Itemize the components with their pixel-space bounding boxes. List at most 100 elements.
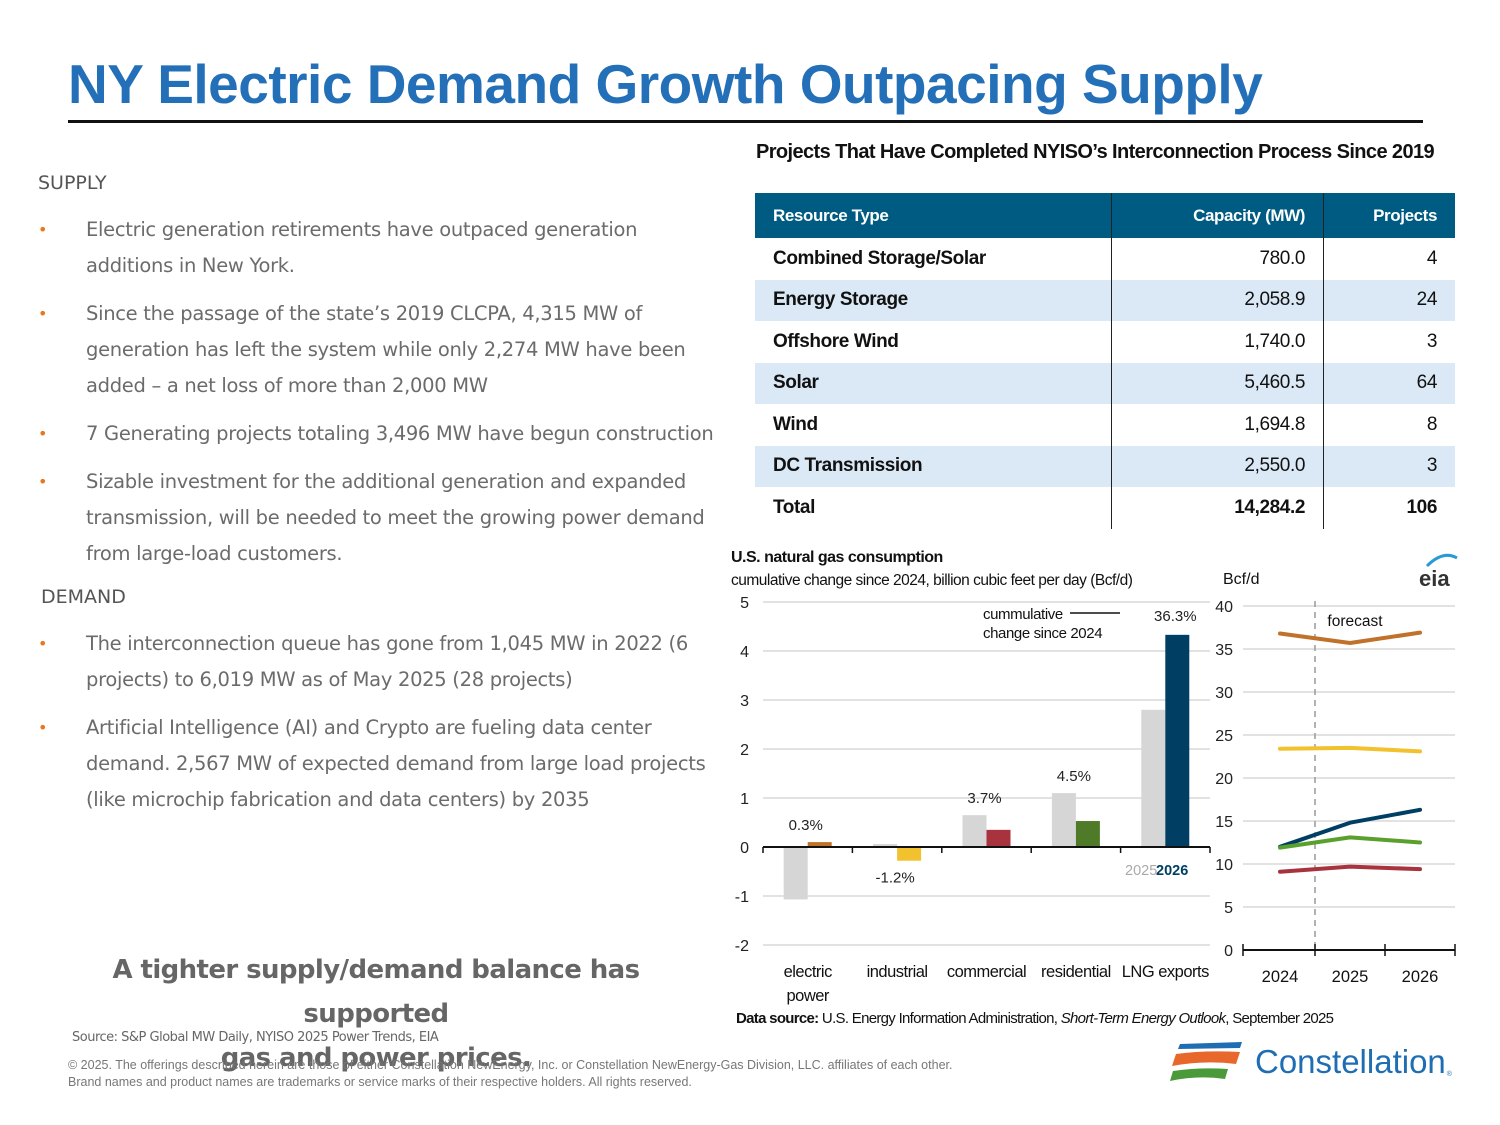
source-note: Source: S&P Global MW Daily, NYISO 2025 …	[72, 1030, 439, 1045]
gas-consumption-line-chart: Bcf/d 40 35 30 25 20 15 10 5 0 forecast 2024 2025 202…	[1215, 553, 1458, 986]
cell-projects: 3	[1323, 445, 1455, 487]
data-label: 0.3%	[789, 817, 823, 834]
cell-resource-type: DC Transmission	[755, 445, 1112, 487]
bar-2026-residential	[1075, 821, 1100, 847]
cell-capacity: 780.0	[1111, 238, 1324, 280]
y-tick-label: 20	[1215, 771, 1233, 788]
y-tick-label: 40	[1215, 599, 1233, 616]
text-panel: SUPPLY • Electric generation retirements …	[38, 172, 718, 830]
table-total-row: Total 14,284.2 106	[755, 487, 1455, 529]
data-source-note: Data source: U.S. Energy Information Adm…	[736, 1010, 1334, 1027]
copyright-line-2: Brand names and product names are tradem…	[68, 1075, 692, 1089]
bullet-text: Artificial Intelligence (AI) and Crypto …	[86, 716, 706, 811]
line-electric-power	[1278, 630, 1422, 645]
column-header-resource-type: Resource Type	[755, 193, 1112, 238]
bullet-text: Electric generation retirements have out…	[86, 218, 638, 277]
projects-table: Resource Type Capacity (MW) Projects Com…	[755, 193, 1455, 529]
bar-2025-electric-power	[783, 847, 808, 900]
y-tick-label: 0	[740, 840, 749, 857]
data-source-label: Data source:	[736, 1010, 819, 1027]
bullet-icon: •	[38, 634, 48, 653]
bullet-icon: •	[38, 718, 48, 737]
cell-projects: 3	[1323, 321, 1455, 363]
cell-capacity: 2,058.9	[1111, 279, 1324, 321]
line-industrial	[1278, 745, 1422, 754]
y-tick-label: -1	[735, 889, 749, 906]
supply-heading: SUPPLY	[38, 172, 107, 194]
cell-projects: 106	[1323, 487, 1455, 529]
table-header-row: Resource Type Capacity (MW) Projects	[755, 193, 1455, 238]
y-tick-label: 30	[1215, 685, 1233, 702]
cell-capacity: 5,460.5	[1111, 362, 1324, 404]
cell-capacity: 2,550.0	[1111, 445, 1324, 487]
bullet-item: • The interconnection queue has gone from…	[38, 626, 718, 698]
x-tick-label: electric	[784, 963, 833, 981]
y-tick-label: 25	[1215, 728, 1233, 745]
data-label: 36.3%	[1154, 608, 1197, 625]
gas-consumption-bar-chart: U.S. natural gas consumption cumulative c…	[731, 549, 1211, 1005]
bar-2026-industrial	[897, 847, 922, 861]
table-row: Solar 5,460.5 64	[755, 362, 1455, 404]
annotation-note-line-1: cummulative	[983, 606, 1063, 623]
y-tick-label: 2	[740, 742, 749, 759]
chart-subtitle: cumulative change since 2024, billion cu…	[731, 572, 1133, 589]
cell-resource-type: Energy Storage	[755, 279, 1112, 321]
bar-2026-LNG-exports	[1165, 634, 1190, 847]
bar-2026-commercial	[986, 829, 1011, 847]
bar-2025-industrial	[873, 844, 898, 847]
y-tick-label: 4	[740, 644, 749, 661]
demand-heading: DEMAND	[41, 586, 126, 608]
cell-capacity: 1,694.8	[1111, 404, 1324, 446]
y-tick-label: 3	[740, 693, 749, 710]
data-source-publication: Short-Term Energy Outlook	[1060, 1010, 1226, 1027]
bullet-item: • 7 Generating projects totaling 3,496 MW…	[38, 416, 718, 452]
page-title: NY Electric Demand Growth Outpacing Supp…	[68, 53, 1263, 115]
demand-bullets: • The interconnection queue has gone from…	[38, 626, 718, 818]
supply-bullets: • Electric generation retirements have ou…	[38, 212, 718, 572]
table-title: Projects That Have Completed NYISO’s Int…	[756, 141, 1435, 163]
copyright-notice: © 2025. The offerings described herein a…	[68, 1057, 1148, 1091]
x-tick-label: LNG exports	[1122, 963, 1209, 981]
data-label: 4.5%	[1057, 768, 1091, 785]
logo-text: Constellation	[1255, 1043, 1446, 1080]
bullet-text: Since the passage of the state’s 2019 CL…	[86, 302, 686, 397]
table-row: Energy Storage 2,058.9 24	[755, 279, 1455, 321]
copyright-line-1: © 2025. The offerings described herein a…	[68, 1058, 953, 1072]
registered-mark: ®	[1446, 1071, 1452, 1078]
cell-resource-type: Wind	[773, 413, 818, 435]
table-row: Offshore Wind 1,740.0 3	[755, 321, 1455, 363]
cell-projects: 4	[1323, 238, 1455, 280]
data-label: -1.2%	[876, 870, 915, 887]
eia-logo: eia	[1419, 566, 1450, 591]
cell-projects: 24	[1323, 279, 1455, 321]
x-tick-label: 2024	[1262, 968, 1299, 986]
table-row: Wind 1,694.8 8	[755, 404, 1455, 446]
bullet-icon: •	[38, 220, 48, 239]
column-header-capacity: Capacity (MW)	[1111, 193, 1324, 238]
data-source-text: U.S. Energy Information Administration,	[818, 1010, 1061, 1027]
legend-2025: 2025	[1125, 863, 1157, 879]
legend-2026: 2026	[1156, 863, 1188, 879]
table-row: DC Transmission 2,550.0 3	[755, 445, 1455, 487]
tagline-line-2: gas and power prices.	[220, 1043, 532, 1073]
title-underline	[68, 120, 1423, 123]
annotation-note-line-2: change since 2024	[983, 625, 1102, 642]
cell-resource-type: Combined Storage/Solar	[773, 247, 986, 269]
y-tick-label: 35	[1215, 642, 1233, 659]
bullet-icon: •	[38, 424, 48, 443]
bullet-item: • Artificial Intelligence (AI) and Crypto…	[38, 710, 718, 818]
tagline-line-1: A tighter supply/demand balance has supp…	[112, 955, 641, 1029]
x-tick-label: 2025	[1332, 968, 1369, 986]
chart-title: U.S. natural gas consumption	[731, 549, 943, 566]
x-tick-label: 2026	[1402, 968, 1439, 986]
bar-2026-electric-power	[807, 842, 832, 847]
y-tick-label: 1	[740, 791, 749, 808]
bullet-item: • Electric generation retirements have ou…	[38, 212, 718, 284]
line-commercial	[1278, 864, 1422, 874]
x-tick-label: industrial	[867, 963, 928, 981]
forecast-label: forecast	[1327, 613, 1383, 630]
line-residential	[1278, 835, 1422, 850]
bullet-icon: •	[38, 304, 48, 323]
bar-2025-LNG-exports	[1141, 709, 1166, 847]
line-LNG-exports	[1278, 807, 1422, 849]
